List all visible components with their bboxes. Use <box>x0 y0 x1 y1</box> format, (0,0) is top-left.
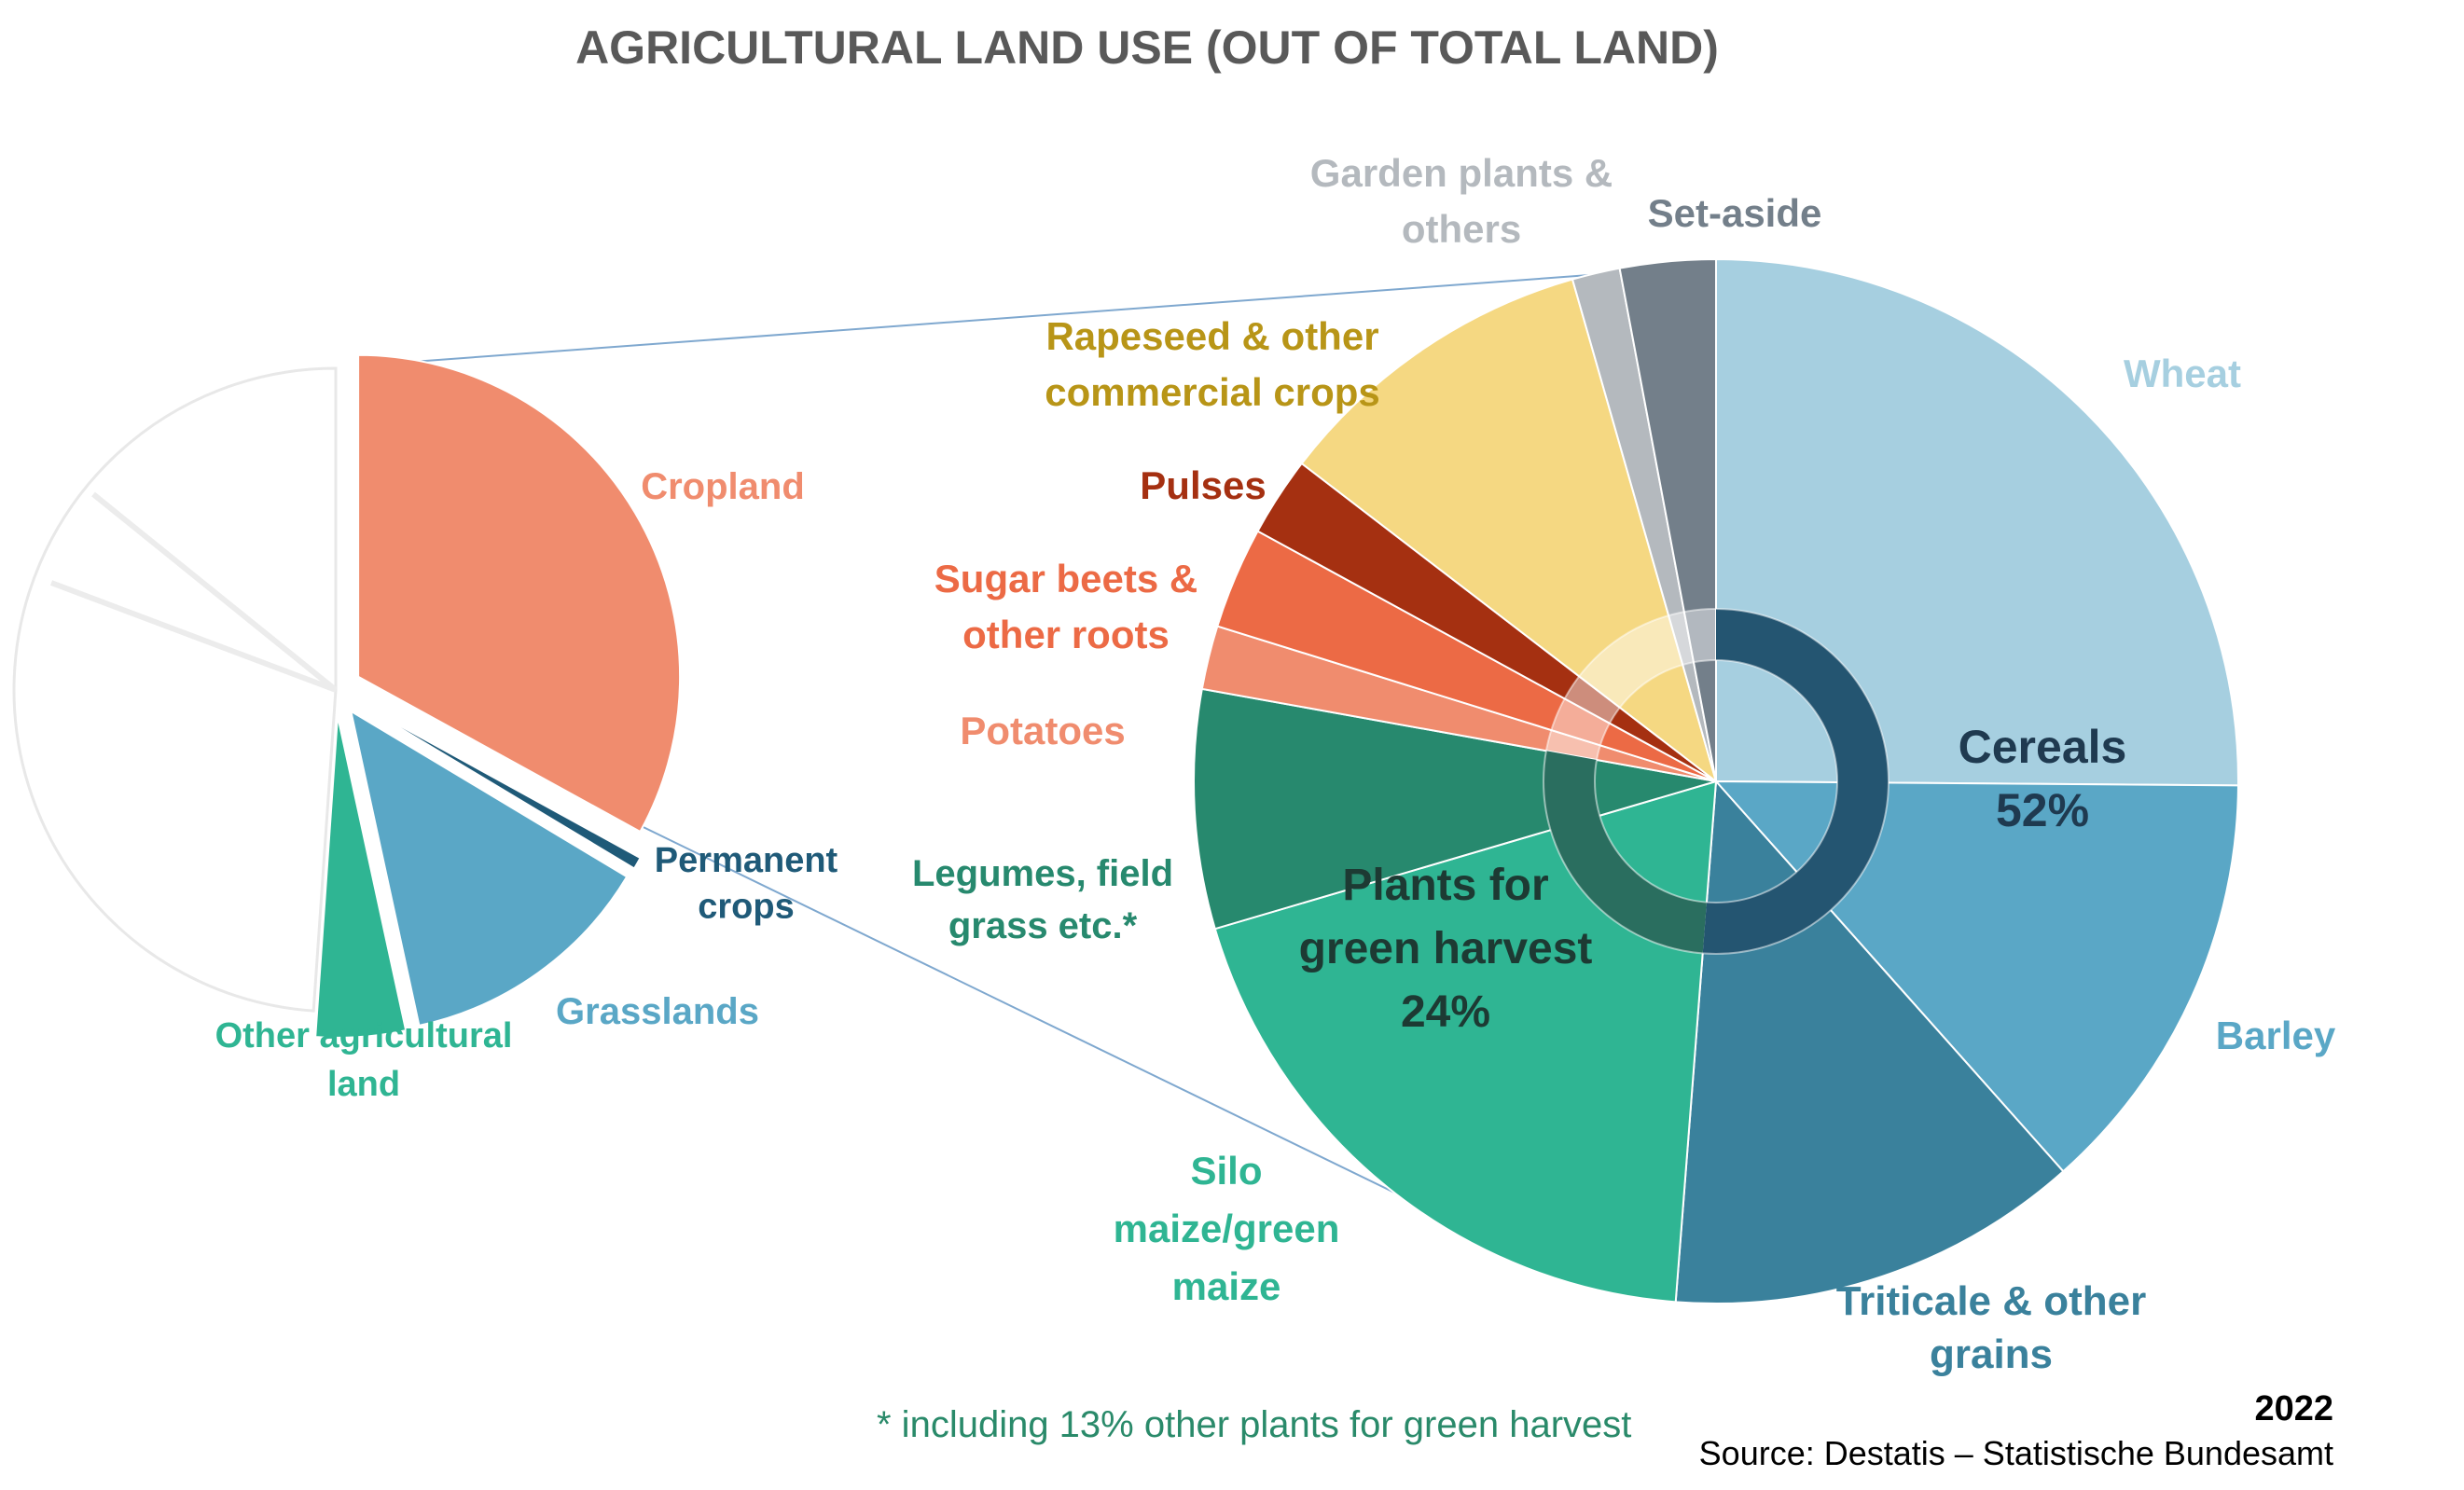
right-slice-set-aside <box>1618 257 1717 782</box>
label-grasslands: Grasslands <box>556 991 759 1032</box>
ring-outer-edge <box>1543 608 1890 955</box>
right-slice-rapeseed-other-commercial-crops <box>1300 278 1718 784</box>
label-silo-maize: Silo maize/green maize <box>1114 1149 1340 1308</box>
left-slice-cropland <box>357 353 682 834</box>
ring-segment-green-harvest <box>1543 751 1707 954</box>
source-label: Source: Destatis – Statistische Bundesam… <box>1698 1434 2333 1472</box>
left-slice-grasslands <box>349 709 629 1028</box>
slice-labels: Cropland Permanent crops Grasslands Other ag… <box>215 151 2336 1377</box>
connector-lines <box>361 265 1717 1241</box>
right-slice-legumes-field-grass-etc <box>1193 687 1717 931</box>
label-cropland: Cropland <box>641 466 805 507</box>
label-cereals-group: Cereals 52% <box>1959 721 2127 836</box>
label-wheat: Wheat <box>2124 352 2241 395</box>
group-ring <box>1543 608 1890 955</box>
right-slice-wheat <box>1715 257 2239 787</box>
label-set-aside: Set-aside <box>1648 191 1822 235</box>
right-pie <box>1193 257 2239 1304</box>
left-pie <box>12 353 682 1039</box>
footnote: * including 13% other plants for green h… <box>877 1404 1632 1445</box>
left-slice-other-agricultural-land <box>314 715 408 1039</box>
connector-line-top <box>361 265 1717 366</box>
label-pulses: Pulses <box>1140 463 1266 507</box>
ring-inner-edge <box>1594 659 1838 904</box>
year-label: 2022 <box>2254 1389 2333 1428</box>
chart-title: AGRICULTURAL LAND USE (OUT OF TOTAL LAND… <box>575 21 1719 74</box>
right-slice-silo-maize-green-maize <box>1213 779 1718 1304</box>
label-potatoes: Potatoes <box>960 709 1125 752</box>
ring-segment-cereals <box>1702 609 1889 954</box>
label-green-harvest-group: Plants for green harvest 24% <box>1299 861 1593 1037</box>
left-slice-blank <box>12 366 338 1013</box>
label-sugar-beets: Sugar beets & other roots <box>934 557 1197 656</box>
label-barley: Barley <box>2216 1014 2336 1057</box>
connector-line-bottom <box>619 815 1493 1241</box>
left-slice-permanent-crops <box>357 702 642 870</box>
label-garden-plants: Garden plants & others <box>1310 151 1613 251</box>
label-rapeseed: Rapeseed & other commercial crops <box>1045 314 1380 414</box>
label-legumes: Legumes, field grass etc.* <box>912 853 1173 946</box>
label-permanent-crops: Permanent crops <box>655 841 838 926</box>
label-triticale: Triticale & other grains <box>1836 1278 2147 1377</box>
left-divider-line <box>49 580 338 693</box>
label-other-agricultural-land: Other agricultural land <box>215 1016 513 1104</box>
left-divider-line <box>91 491 338 693</box>
